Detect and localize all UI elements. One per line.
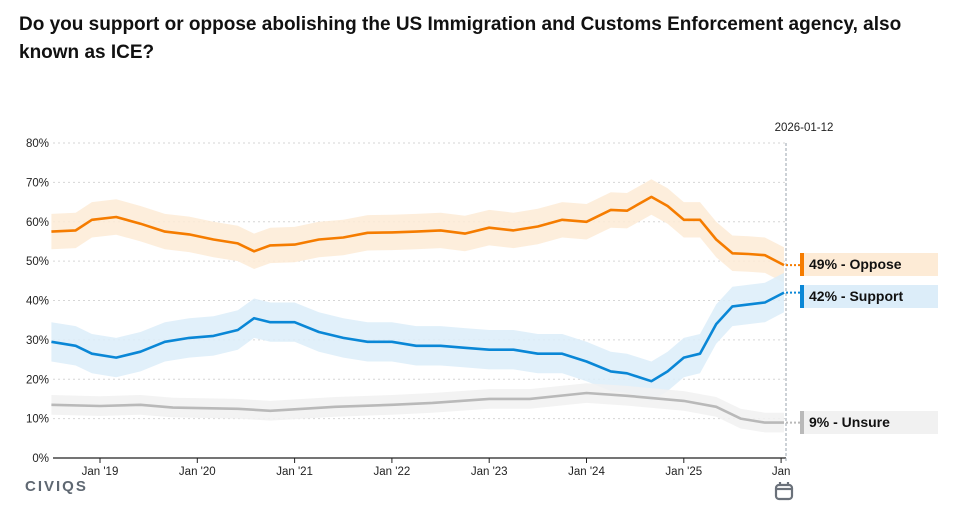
label-color-bar <box>800 284 804 308</box>
x-tick-label: Jan <box>772 466 791 478</box>
y-tick-label: 80% <box>26 138 49 150</box>
x-tick-label: Jan '19 <box>82 466 119 478</box>
y-tick-label: 0% <box>32 453 49 465</box>
x-tick-label: Jan '24 <box>568 466 605 478</box>
label-text: 9% - Unsure <box>809 413 890 430</box>
confidence-bands <box>51 179 784 433</box>
label-support: 42% - Support <box>800 284 938 308</box>
y-tick-label: 30% <box>26 335 49 347</box>
label-leaders <box>786 264 800 424</box>
x-tick-label: Jan '22 <box>374 466 411 478</box>
y-tick-label: 60% <box>26 217 49 229</box>
line-unsure[interactable] <box>51 391 784 424</box>
x-tick-label: Jan '23 <box>471 466 508 478</box>
label-color-bar <box>800 410 804 434</box>
y-tick-label: 10% <box>26 414 49 426</box>
y-tick-label: 50% <box>26 256 49 268</box>
label-color-bar <box>800 253 804 277</box>
label-text: 49% - Oppose <box>809 256 902 273</box>
civiqs-logo: CIVIQS <box>25 478 88 495</box>
band-unsure <box>51 383 784 433</box>
calendar-icon[interactable] <box>774 481 794 501</box>
label-oppose: 49% - Oppose <box>800 253 938 277</box>
current-date-label: 2026-01-12 <box>775 122 834 134</box>
y-tick-label: 40% <box>26 296 49 308</box>
line-support[interactable] <box>51 291 785 383</box>
axes: 0% 10% 20% 30% 40% 50% 60% 70% 80% Jan '19 Jan '20… <box>26 138 790 478</box>
band-support <box>51 272 784 401</box>
series-lines <box>51 195 785 424</box>
label-text: 42% - Support <box>809 287 904 304</box>
line-oppose[interactable] <box>51 195 785 267</box>
x-tick-label: Jan '20 <box>179 466 216 478</box>
chart-title: Do you support or oppose abolishing the … <box>19 14 902 63</box>
label-unsure: 9% - Unsure <box>800 410 938 434</box>
y-tick-label: 20% <box>26 374 49 386</box>
x-tick-label: Jan '25 <box>665 466 702 478</box>
x-tick-label: Jan '21 <box>276 466 313 478</box>
y-tick-label: 70% <box>26 177 49 189</box>
